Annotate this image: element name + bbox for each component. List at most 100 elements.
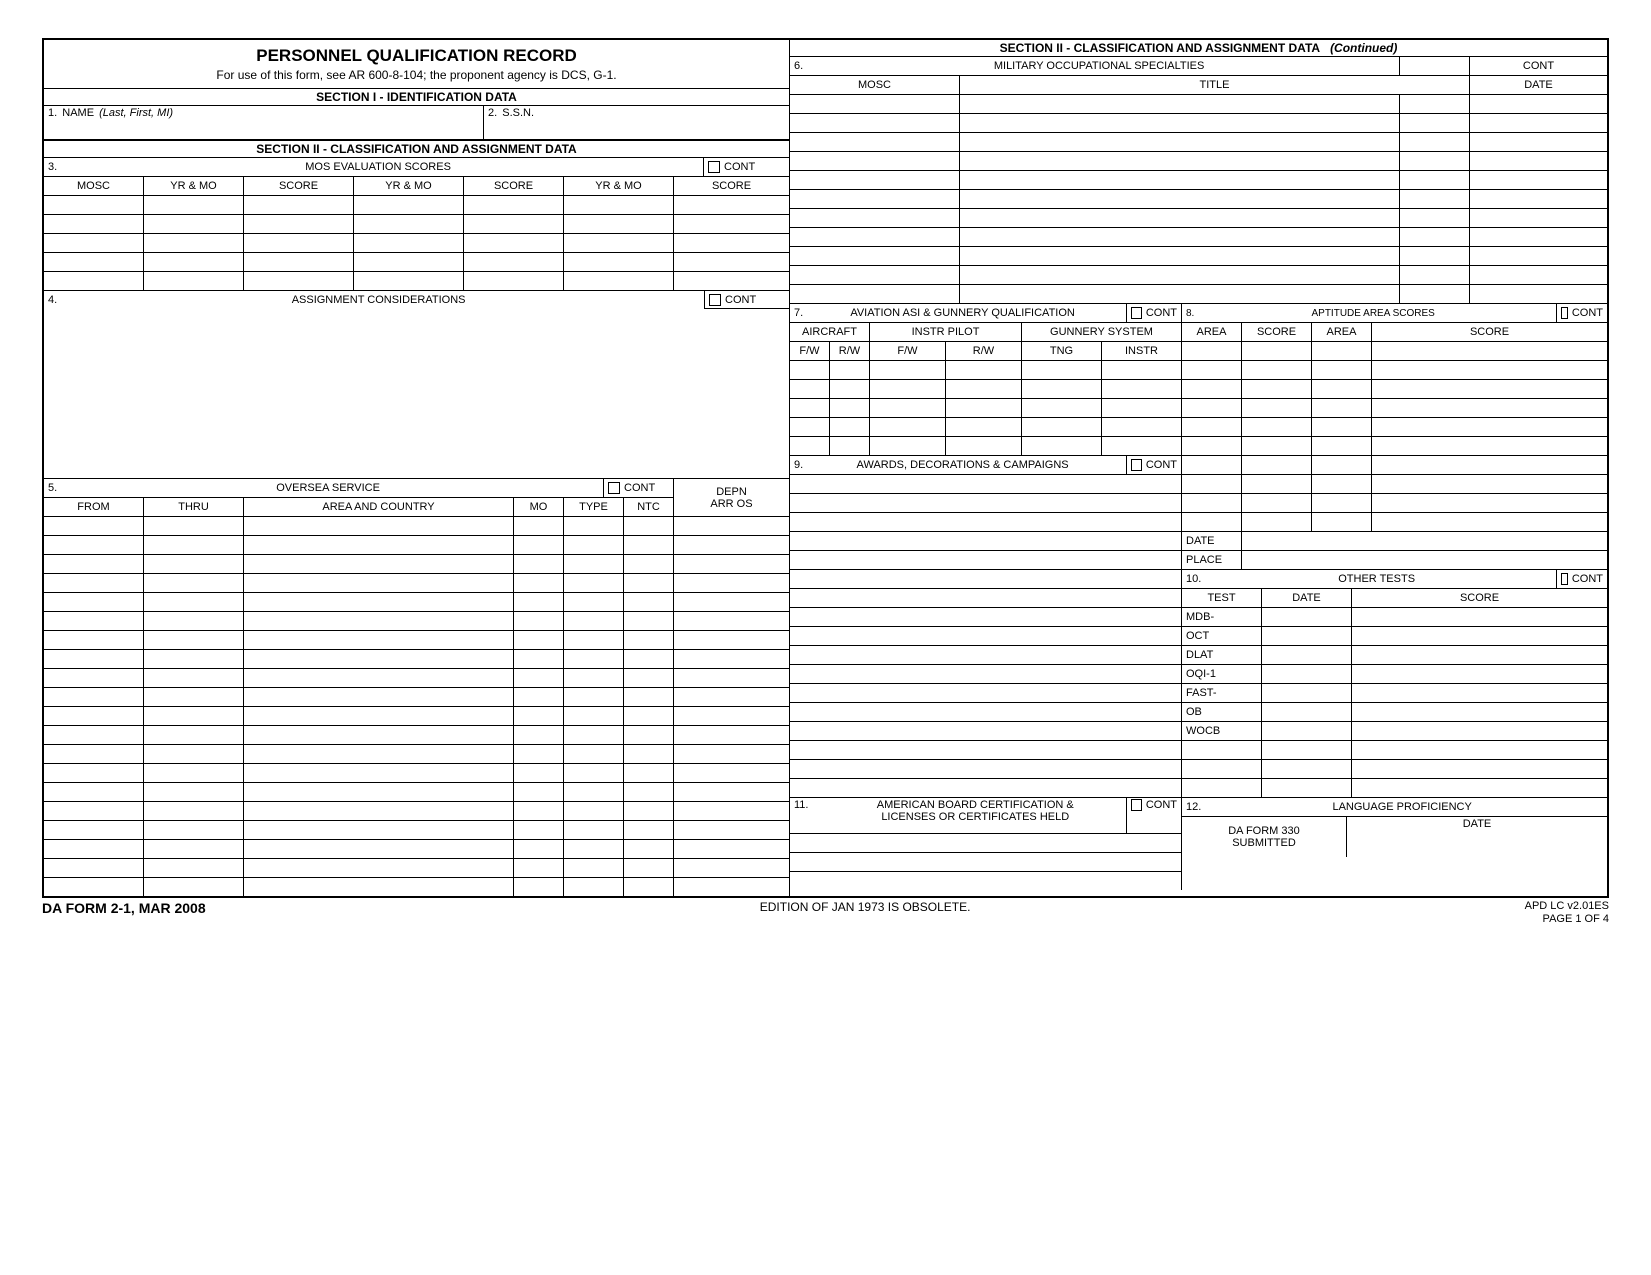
- cell[interactable]: [674, 802, 789, 820]
- cell[interactable]: [624, 574, 674, 592]
- cell[interactable]: [1242, 513, 1312, 531]
- cell[interactable]: [144, 215, 244, 233]
- cell[interactable]: [960, 266, 1400, 284]
- cell[interactable]: [1242, 399, 1312, 417]
- cell[interactable]: [790, 589, 1181, 607]
- cell[interactable]: [44, 536, 144, 554]
- cell[interactable]: [244, 612, 514, 630]
- cell[interactable]: [244, 631, 514, 649]
- cell[interactable]: [674, 631, 789, 649]
- cell[interactable]: [674, 764, 789, 782]
- cell[interactable]: [1372, 494, 1607, 512]
- cell[interactable]: [514, 574, 564, 592]
- cell[interactable]: [464, 253, 564, 271]
- cell[interactable]: [674, 650, 789, 668]
- cell[interactable]: [44, 517, 144, 535]
- cell[interactable]: [960, 209, 1400, 227]
- cell[interactable]: [624, 688, 674, 706]
- cell[interactable]: [1242, 437, 1312, 455]
- cell[interactable]: [564, 745, 624, 763]
- cell[interactable]: [564, 669, 624, 687]
- cell[interactable]: [1470, 247, 1607, 265]
- cell[interactable]: [960, 95, 1400, 113]
- name-field[interactable]: 1. NAME (Last, First, MI): [44, 106, 484, 139]
- cell[interactable]: [1400, 190, 1470, 208]
- cell[interactable]: [44, 802, 144, 820]
- cell[interactable]: [1470, 152, 1607, 170]
- cell[interactable]: [1372, 361, 1607, 379]
- cell[interactable]: [790, 513, 1181, 531]
- cell[interactable]: [514, 878, 564, 896]
- cell[interactable]: [674, 840, 789, 858]
- cell[interactable]: [514, 612, 564, 630]
- cell[interactable]: [514, 688, 564, 706]
- cell[interactable]: [244, 272, 354, 290]
- cell[interactable]: [790, 760, 1181, 778]
- cell[interactable]: [790, 133, 960, 151]
- cell[interactable]: [1352, 627, 1607, 645]
- cell[interactable]: [1022, 418, 1102, 436]
- cell[interactable]: [1102, 418, 1181, 436]
- cell[interactable]: [1400, 171, 1470, 189]
- cell[interactable]: [1372, 399, 1607, 417]
- cell[interactable]: [624, 764, 674, 782]
- cell[interactable]: [1182, 475, 1242, 493]
- cell[interactable]: [1182, 418, 1242, 436]
- cell[interactable]: [1182, 380, 1242, 398]
- cell[interactable]: [830, 361, 870, 379]
- cell[interactable]: [244, 764, 514, 782]
- cell[interactable]: [244, 253, 354, 271]
- cell[interactable]: [44, 745, 144, 763]
- cell[interactable]: [144, 669, 244, 687]
- cell[interactable]: [244, 215, 354, 233]
- cell[interactable]: [44, 669, 144, 687]
- cell[interactable]: [354, 234, 464, 252]
- cell[interactable]: [674, 593, 789, 611]
- cell[interactable]: [1182, 361, 1242, 379]
- cell[interactable]: [1372, 380, 1607, 398]
- cell[interactable]: [830, 437, 870, 455]
- cell[interactable]: OQI-1: [1182, 665, 1262, 683]
- cell[interactable]: [674, 859, 789, 877]
- cell[interactable]: [830, 399, 870, 417]
- cell[interactable]: [144, 555, 244, 573]
- cell[interactable]: [1312, 494, 1372, 512]
- cell[interactable]: [790, 532, 1181, 550]
- cell[interactable]: [1352, 722, 1607, 740]
- cell[interactable]: OB: [1182, 703, 1262, 721]
- cell[interactable]: [790, 152, 960, 170]
- cell[interactable]: [624, 802, 674, 820]
- cell[interactable]: [624, 821, 674, 839]
- cell[interactable]: [870, 361, 946, 379]
- cell[interactable]: [1242, 475, 1312, 493]
- cell[interactable]: [1102, 380, 1181, 398]
- cell[interactable]: [144, 650, 244, 668]
- cell[interactable]: [674, 669, 789, 687]
- cell[interactable]: [1242, 342, 1312, 360]
- cell[interactable]: [514, 783, 564, 801]
- box10-cont[interactable]: CONT: [1557, 570, 1607, 588]
- cell[interactable]: [354, 253, 464, 271]
- cell[interactable]: [144, 517, 244, 535]
- cell[interactable]: [624, 555, 674, 573]
- cell[interactable]: [144, 878, 244, 896]
- cell[interactable]: [564, 764, 624, 782]
- cell[interactable]: [244, 669, 514, 687]
- cell[interactable]: [1400, 285, 1470, 303]
- cell[interactable]: [1400, 114, 1470, 132]
- cell[interactable]: [946, 399, 1022, 417]
- cell[interactable]: [790, 247, 960, 265]
- cell[interactable]: [244, 688, 514, 706]
- box4-body[interactable]: [44, 309, 789, 479]
- cell[interactable]: [790, 171, 960, 189]
- cell[interactable]: [564, 574, 624, 592]
- cell[interactable]: [514, 745, 564, 763]
- cell[interactable]: [960, 247, 1400, 265]
- cell[interactable]: [1102, 399, 1181, 417]
- cell[interactable]: [1470, 209, 1607, 227]
- cell[interactable]: [790, 872, 1181, 890]
- cell[interactable]: [1022, 399, 1102, 417]
- cell[interactable]: [144, 840, 244, 858]
- cell[interactable]: [1352, 741, 1607, 759]
- cell[interactable]: [624, 859, 674, 877]
